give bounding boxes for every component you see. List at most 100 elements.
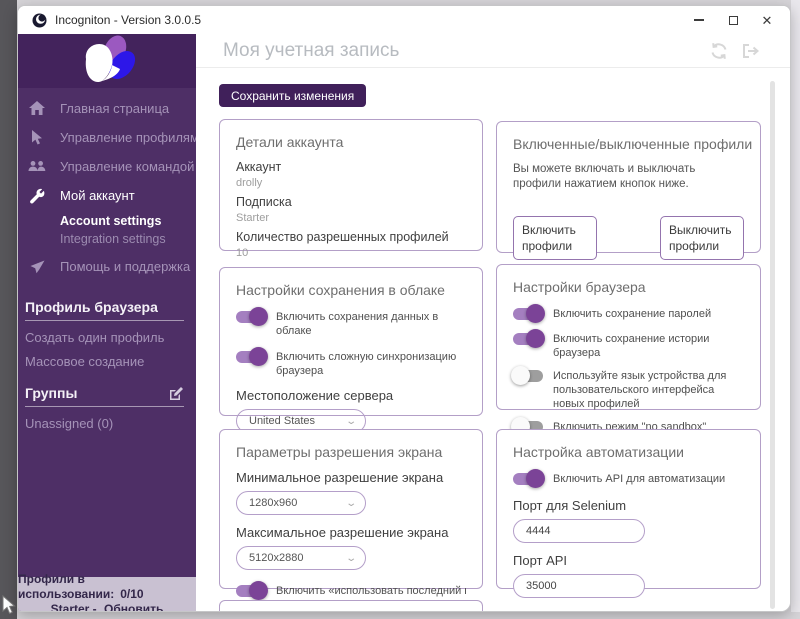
app-window: Incogniton - Version 3.0.0.5 ✕ Главная с… <box>17 5 791 612</box>
sidebar-item-integration-settings[interactable]: Integration settings <box>60 232 166 246</box>
field-value: Starter <box>236 212 270 224</box>
sidebar-item-help[interactable]: Помощь и поддержка <box>18 252 196 281</box>
sidebar-item-label: Управление командой <box>60 159 195 174</box>
api-port-label: Порт API <box>513 553 568 568</box>
toggle-label: Включить сохранения данных в облаке <box>276 311 439 337</box>
sidebar-nav: Главная страница Управление профилями Уп… <box>18 88 206 281</box>
toggle-label: Включить сохранение паролей <box>553 308 712 320</box>
card-title: Настройка автоматизации <box>513 444 684 460</box>
sidebar-item-bulk-create[interactable]: Массовое создание <box>25 354 145 369</box>
field-label: Подписка <box>236 195 292 209</box>
cloud-settings-card: Настройки сохранения в облаке Включить с… <box>219 267 483 433</box>
home-icon <box>28 100 46 118</box>
save-button[interactable]: Сохранить изменения <box>219 84 367 107</box>
chevron-down-icon: ⌄ <box>344 552 357 564</box>
field-label: Аккаунт <box>236 160 282 174</box>
sidebar-item-label: Главная страница <box>60 101 170 116</box>
selenium-port-input[interactable] <box>513 519 645 543</box>
cloud-save-toggle[interactable] <box>236 307 268 326</box>
partial-card <box>219 600 483 611</box>
upgrade-link[interactable]: Обновить <box>104 601 164 612</box>
toggle-label: Используйте язык устройства для пользова… <box>553 370 727 410</box>
plan-badge: Starter <box>50 601 90 612</box>
logout-icon[interactable] <box>742 43 760 59</box>
field-value: drolly <box>236 177 263 189</box>
field-value: 10 <box>236 247 249 259</box>
field-label: Количество разрешенных профилей <box>236 230 449 244</box>
max-resolution-label: Максимальное разрешение экрана <box>236 525 449 540</box>
sidebar-item-label: Управление профилями <box>60 130 207 145</box>
groups-section: Группы Unassigned (0) <box>25 385 184 431</box>
sidebar-item-team[interactable]: Управление командой <box>18 152 196 181</box>
card-title: Настройки браузера <box>513 279 646 295</box>
min-resolution-select[interactable]: 1280x960 ⌄ <box>236 491 366 515</box>
sidebar-footer: Профили в использовании: 0/10 Starter - О… <box>18 572 196 612</box>
toggle-label: Включить сложную синхронизацию браузера <box>276 351 457 377</box>
toggle-label: Включить «использовать последний юзераге… <box>276 585 466 597</box>
sidebar-item-label: Помощь и поддержка <box>60 259 191 274</box>
complex-sync-toggle[interactable] <box>236 347 268 366</box>
browser-profile-section: Профиль браузера Создать один профиль Ма… <box>25 299 184 369</box>
last-useragent-toggle[interactable] <box>236 581 268 600</box>
selected-value: 5120x2880 <box>249 552 304 564</box>
account-subnav: Account settings Integration settings <box>18 212 196 248</box>
card-title: Параметры разрешения экрана <box>236 444 443 460</box>
minimize-icon[interactable] <box>682 7 716 33</box>
selected-value: United States <box>249 415 316 427</box>
section-title: Группы <box>25 385 78 401</box>
chevron-down-icon: ⌄ <box>344 497 357 509</box>
toggle-label: Включить сохранение истории браузера <box>553 333 710 359</box>
titlebar: Incogniton - Version 3.0.0.5 ✕ <box>18 6 790 34</box>
account-details-card: Детали аккаунта Аккаунт drolly Подписка … <box>219 119 483 259</box>
disable-profiles-button[interactable]: Выключить профили <box>660 216 744 261</box>
card-title: Включенные/выключенные профили <box>513 136 753 152</box>
desktop-background-right <box>791 0 800 619</box>
sidebar-item-label: Мой аккаунт <box>60 188 135 203</box>
close-icon[interactable]: ✕ <box>761 12 773 28</box>
desktop-background <box>0 0 17 619</box>
sidebar-item-profiles[interactable]: Управление профилями <box>18 123 206 152</box>
maximize-icon[interactable] <box>716 7 750 33</box>
card-title: Настройки сохранения в облаке <box>236 282 445 298</box>
selected-value: 1280x960 <box>249 497 298 509</box>
usage-value: 0/10 <box>120 586 144 601</box>
wrench-icon <box>28 187 46 205</box>
refresh-icon[interactable] <box>710 42 728 60</box>
window-title: Incogniton - Version 3.0.0.5 <box>55 13 202 27</box>
save-history-toggle[interactable] <box>513 329 545 348</box>
plan-separator: - <box>92 601 97 612</box>
profiles-toggle-card: Включенные/выключенные профили Вы можете… <box>496 121 761 261</box>
sidebar-item-account-settings[interactable]: Account settings <box>60 214 162 228</box>
selenium-port-label: Порт для Selenium <box>513 498 627 513</box>
mouse-cursor-icon <box>2 595 16 615</box>
resolution-card: Параметры разрешения экрана Минимальное … <box>219 429 483 600</box>
usage-label: Профили в использовании: <box>18 571 115 601</box>
enable-profiles-button[interactable]: Включить профили <box>513 216 597 261</box>
sidebar-logo <box>18 34 196 88</box>
card-description: Вы можете включать и выключать профили н… <box>513 163 696 190</box>
scrollbar[interactable] <box>770 81 775 609</box>
api-toggle[interactable] <box>513 469 545 488</box>
server-location-label: Местоположение сервера <box>236 388 394 403</box>
sidebar-item-my-account[interactable]: Мой аккаунт <box>18 181 196 210</box>
sidebar-item-create-profile[interactable]: Создать один профиль <box>25 330 165 345</box>
cursor-icon <box>28 129 46 147</box>
sidebar-item-unassigned-group[interactable]: Unassigned (0) <box>25 416 114 431</box>
edit-icon[interactable] <box>169 386 184 401</box>
toggle-label: Включить API для автоматизации <box>553 473 726 485</box>
sidebar-item-home[interactable]: Главная страница <box>18 94 196 123</box>
app-logo-icon <box>32 13 47 27</box>
page-title: Моя учетная запись <box>223 39 400 61</box>
max-resolution-select[interactable]: 5120x2880 ⌄ <box>236 546 366 570</box>
min-resolution-label: Минимальное разрешение экрана <box>236 470 444 485</box>
send-icon <box>28 258 46 276</box>
sidebar: Главная страница Управление профилями Уп… <box>18 34 206 612</box>
device-language-toggle[interactable] <box>511 366 543 385</box>
save-passwords-toggle[interactable] <box>513 304 545 323</box>
chevron-down-icon: ⌄ <box>344 415 357 427</box>
desktop-background-bottom <box>17 612 800 619</box>
api-port-input[interactable] <box>513 574 645 598</box>
incogniton-logo-icon <box>85 35 136 83</box>
browser-settings-card: Настройки браузера Включить сохранение п… <box>496 264 761 472</box>
content-area: Сохранить изменения Детали аккаунта Акка… <box>196 68 790 611</box>
